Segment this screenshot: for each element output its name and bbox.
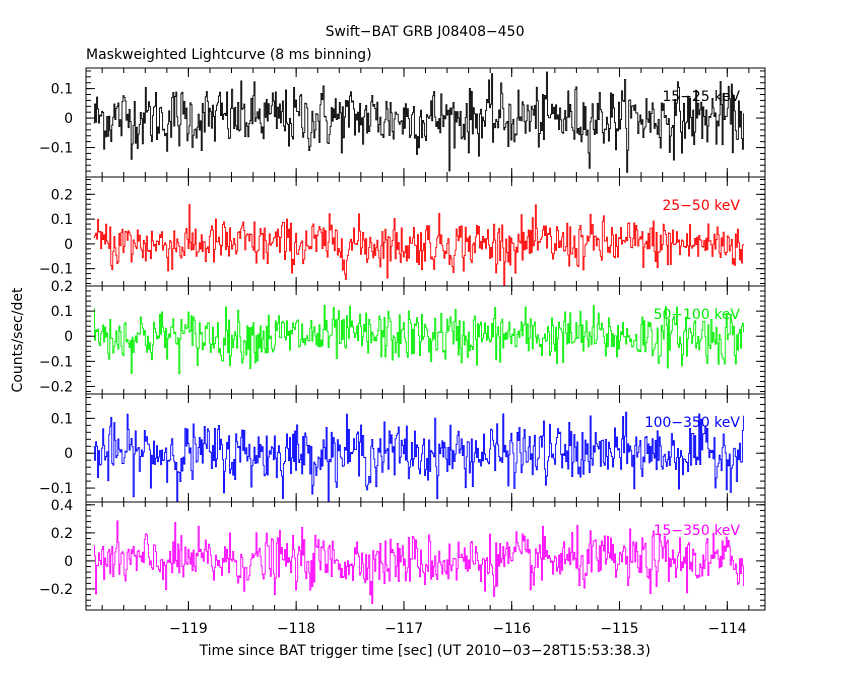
- y-tick-label-3-2: 0.1: [51, 411, 73, 427]
- panel-1: −0.1 0 0.1 0.2 25−50 keV: [39, 176, 766, 287]
- y-tick-label-3-1: 0: [64, 446, 73, 462]
- panel-frame-0: [85, 67, 766, 178]
- y-tick-label-2-3: 0.1: [51, 304, 73, 320]
- y-tick-label-1-3: 0.2: [51, 187, 73, 203]
- y-tick-label-4-0: −0.2: [39, 582, 73, 598]
- y-tick-label-2-1: −0.1: [39, 354, 73, 370]
- panel-4: −0.2 0 0.2 0.4 15−350 keV: [39, 498, 766, 611]
- series-trace-3: [93, 411, 744, 502]
- panel-frame-3: [85, 393, 766, 503]
- y-tick-label-2-4: 0.2: [51, 279, 73, 295]
- series-trace-4: [93, 520, 744, 604]
- x-tick-label-1: −118: [277, 621, 315, 637]
- y-tick-label-0-2: 0.1: [51, 82, 73, 98]
- y-tick-label-0-0: −0.1: [39, 141, 73, 157]
- band-label-3: 100−350 keV: [645, 415, 741, 431]
- y-tick-label-4-3: 0.4: [51, 498, 73, 514]
- x-tick-label-3: −116: [492, 621, 531, 637]
- series-trace-0: [93, 71, 744, 173]
- chart-subtitle: Maskweighted Lightcurve (8 ms binning): [86, 47, 372, 63]
- y-tick-label-3-0: −0.1: [39, 481, 73, 497]
- x-tick-label-5: −114: [708, 621, 747, 637]
- x-axis-label: Time since BAT trigger time [sec] (UT 20…: [198, 643, 650, 659]
- x-axis-ticks: −119 −118 −117 −116 −115 −114: [169, 621, 746, 637]
- y-tick-label-1-1: 0: [64, 237, 73, 253]
- y-tick-label-0-1: 0: [64, 111, 73, 127]
- y-tick-label-2-2: 0: [64, 329, 73, 345]
- series-trace-2: [93, 304, 744, 375]
- series-trace-1: [93, 204, 744, 286]
- panel-2: −0.2 −0.1 0 0.1 0.2 50−100 keV: [39, 279, 766, 395]
- band-label-1: 25−50 keV: [662, 198, 740, 214]
- y-tick-label-4-2: 0.2: [51, 526, 73, 542]
- chart-title: Swift−BAT GRB J08408−450: [326, 24, 525, 40]
- band-label-4: 15−350 keV: [653, 523, 740, 539]
- y-tick-label-1-2: 0.1: [51, 212, 73, 228]
- panel-3: −0.1 0 0.1 100−350 keV: [39, 393, 766, 503]
- y-axis-label: Counts/sec/det: [10, 287, 26, 392]
- x-tick-label-4: −115: [600, 621, 638, 637]
- y-tick-label-4-1: 0: [64, 554, 73, 570]
- y-tick-label-2-0: −0.2: [39, 379, 73, 395]
- y-tick-label-1-0: −0.1: [39, 262, 73, 278]
- band-label-2: 50−100 keV: [653, 307, 740, 323]
- x-tick-label-2: −117: [385, 621, 423, 637]
- panel-frame-2: [85, 285, 766, 395]
- band-label-0: 15−25 keV: [662, 89, 740, 105]
- x-tick-label-0: −119: [169, 621, 207, 637]
- panel-0: −0.1 0 0.1 15−25 keV: [39, 67, 766, 178]
- panels-group: −0.100.1 15−25 keV−0.100.10.225−50 keV−0.…: [39, 67, 766, 611]
